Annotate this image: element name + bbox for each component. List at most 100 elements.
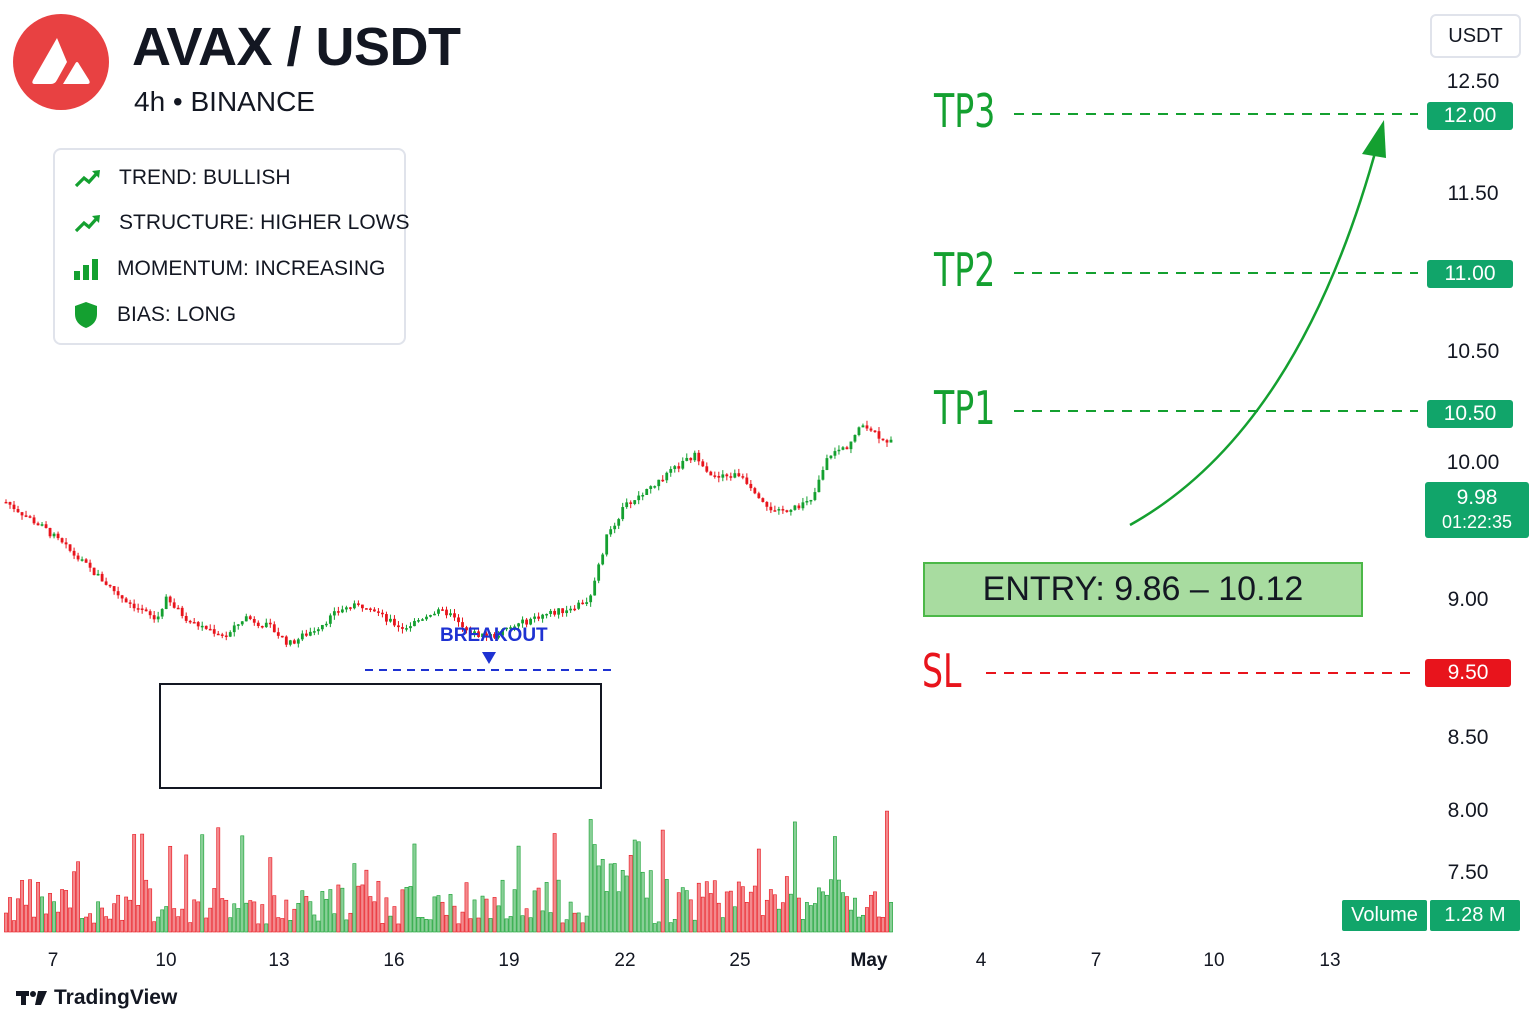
volume-bar bbox=[792, 821, 797, 933]
volume-bar bbox=[164, 906, 169, 933]
candle-body bbox=[585, 602, 589, 604]
volume-bar bbox=[76, 861, 80, 933]
tp2-label: TP2 bbox=[934, 243, 996, 297]
candle-body bbox=[657, 479, 661, 487]
info-structure-label: STRUCTURE: HIGHER LOWS bbox=[119, 211, 410, 234]
volume-bar bbox=[552, 833, 557, 933]
volume-bar bbox=[784, 876, 789, 933]
volume-bar bbox=[308, 901, 313, 933]
volume-bar bbox=[152, 921, 157, 933]
volume-bar bbox=[885, 810, 889, 933]
candle-body bbox=[713, 475, 717, 477]
candle-body bbox=[24, 515, 28, 517]
volume-bar bbox=[845, 896, 849, 933]
x-tick: 7 bbox=[1090, 950, 1102, 971]
currency-selector[interactable]: USDT bbox=[1430, 14, 1521, 58]
candle-body bbox=[108, 584, 112, 587]
candle-body bbox=[72, 550, 76, 556]
info-bias-label: BIAS: LONG bbox=[117, 303, 237, 326]
candle-body bbox=[453, 613, 456, 618]
candle-body bbox=[280, 635, 284, 638]
candle-body bbox=[873, 430, 877, 433]
volume-bar bbox=[352, 863, 357, 933]
candle-body bbox=[389, 618, 392, 622]
y-tick: 7.50 bbox=[1447, 861, 1489, 884]
candle-body bbox=[136, 608, 140, 610]
volume-bar bbox=[160, 909, 165, 933]
volume-bar bbox=[596, 865, 601, 933]
candle-body bbox=[332, 611, 336, 616]
candle-body bbox=[653, 486, 657, 488]
volume-bar bbox=[652, 923, 657, 933]
candle-body bbox=[224, 635, 228, 638]
breakout-label: BREAKOUT bbox=[440, 625, 548, 646]
candle-body bbox=[44, 524, 48, 528]
candle-body bbox=[356, 603, 360, 605]
market-info-panel: TREND: BULLISH STRUCTURE: HIGHER LOWS MO… bbox=[53, 148, 410, 345]
candle-body bbox=[284, 636, 288, 645]
candle-body bbox=[100, 573, 104, 582]
volume-bar bbox=[100, 907, 105, 933]
volume-label: Volume bbox=[1342, 900, 1427, 931]
volume-bar bbox=[833, 836, 837, 933]
volume-bar bbox=[208, 907, 213, 933]
volume-bar bbox=[712, 880, 717, 933]
candle-body bbox=[401, 627, 404, 629]
volume-bar bbox=[16, 898, 20, 933]
candle-body bbox=[120, 595, 124, 599]
volume-bar bbox=[480, 895, 485, 933]
volume-bar bbox=[204, 917, 209, 933]
volume-bar bbox=[628, 855, 633, 933]
y-tick: 8.50 bbox=[1447, 726, 1489, 749]
volume-bar bbox=[156, 916, 161, 933]
candle-body bbox=[661, 479, 665, 482]
volume-bar bbox=[528, 917, 533, 933]
volume-bar bbox=[764, 899, 769, 933]
volume-bar bbox=[825, 894, 829, 933]
volume-bar bbox=[172, 908, 177, 933]
candle-body bbox=[533, 616, 536, 619]
candle-body bbox=[529, 618, 532, 625]
candle-body bbox=[312, 631, 316, 633]
volume-bar bbox=[240, 835, 245, 933]
volume-bar bbox=[228, 917, 233, 933]
candle-body bbox=[853, 434, 857, 442]
volume-bar bbox=[692, 919, 697, 933]
candle-body bbox=[841, 447, 845, 450]
volume-bar bbox=[192, 899, 197, 933]
volume-bar bbox=[52, 901, 56, 933]
candle-body bbox=[641, 495, 645, 497]
volume-bar bbox=[889, 902, 893, 933]
volume-bar bbox=[536, 887, 541, 933]
candle-body bbox=[773, 510, 777, 512]
candle-body bbox=[12, 504, 16, 510]
candle-body bbox=[521, 619, 524, 624]
candle-body bbox=[116, 591, 120, 596]
candle-body bbox=[457, 617, 460, 623]
candle-body bbox=[429, 615, 432, 617]
candle-body bbox=[320, 624, 324, 630]
volume-bar bbox=[432, 896, 437, 933]
candle-body bbox=[473, 631, 476, 635]
candle-body bbox=[881, 438, 885, 441]
candle-body bbox=[693, 452, 697, 461]
volume-bar bbox=[640, 871, 645, 933]
target-projection-arrow bbox=[1129, 141, 1380, 527]
tp2-price-badge: 11.00 bbox=[1427, 260, 1513, 288]
candle-body bbox=[545, 613, 549, 616]
candle-body bbox=[308, 631, 312, 636]
x-tick: 25 bbox=[729, 950, 751, 971]
volume-bar bbox=[492, 897, 497, 933]
volume-bar bbox=[744, 902, 749, 933]
volume-bar bbox=[184, 854, 189, 933]
candle-body bbox=[577, 602, 581, 609]
candle-body bbox=[92, 567, 96, 576]
volume-bar bbox=[869, 894, 873, 933]
volume-bar bbox=[248, 900, 253, 933]
volume-bar bbox=[672, 918, 677, 933]
volume-bar bbox=[821, 891, 825, 933]
volume-bar bbox=[8, 897, 12, 933]
volume-bar bbox=[849, 909, 853, 933]
candle-body bbox=[445, 609, 448, 616]
candle-body bbox=[385, 614, 388, 622]
